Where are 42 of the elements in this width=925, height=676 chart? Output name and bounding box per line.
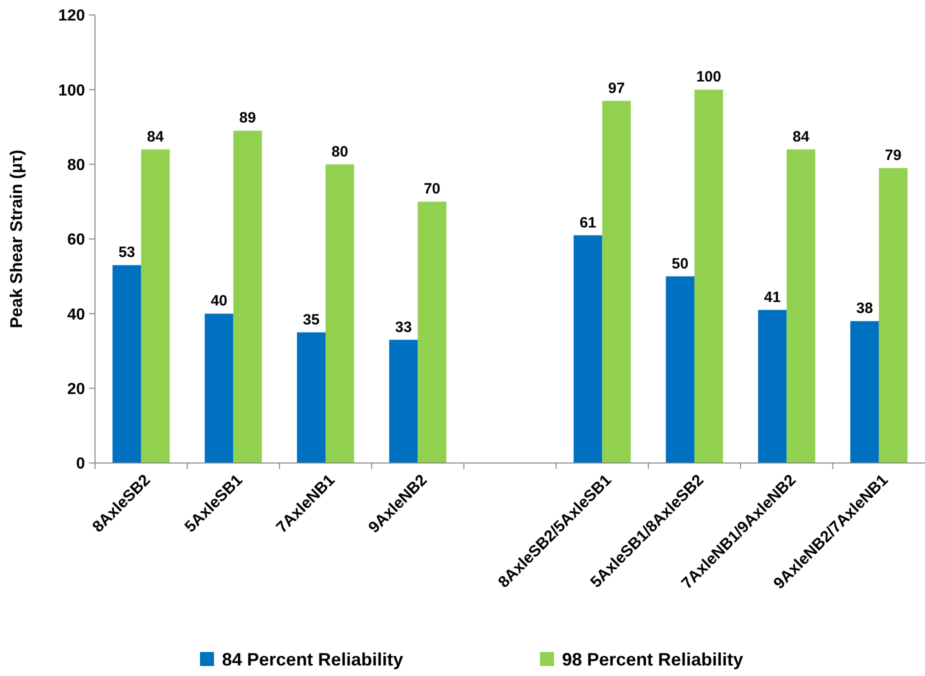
bar <box>204 314 234 463</box>
data-label: 84 <box>147 128 164 146</box>
y-tick-label: 40 <box>67 306 86 324</box>
bar <box>574 235 602 463</box>
data-label: 70 <box>424 180 440 198</box>
bar <box>786 149 816 463</box>
bar <box>296 332 326 463</box>
y-tick-label: 60 <box>67 232 86 249</box>
data-label: 33 <box>395 318 412 336</box>
y-tick-label: 80 <box>67 156 86 174</box>
bar <box>758 310 787 463</box>
bar <box>694 90 724 463</box>
bar <box>878 168 908 463</box>
bar <box>326 164 354 463</box>
data-label: 89 <box>239 110 256 127</box>
y-tick-label: 100 <box>58 82 86 100</box>
y-tick-label: 0 <box>76 456 86 473</box>
data-label: 38 <box>856 300 873 318</box>
legend-label: 98 Percent Reliability <box>562 649 744 670</box>
bar <box>389 340 418 463</box>
data-label: 84 <box>792 128 810 146</box>
data-label: 97 <box>608 80 625 97</box>
bar <box>233 130 262 463</box>
data-label: 80 <box>332 143 348 160</box>
bar <box>418 202 446 463</box>
y-axis-title: Peak Shear Strain (μτ) <box>7 150 26 328</box>
bar <box>112 265 142 463</box>
data-label: 100 <box>696 68 722 86</box>
bar <box>602 100 631 463</box>
bar <box>666 276 694 463</box>
bar <box>141 149 170 463</box>
data-label: 35 <box>302 311 320 328</box>
data-label: 79 <box>884 147 902 164</box>
data-label: 61 <box>580 214 596 232</box>
y-tick-label: 20 <box>67 380 86 398</box>
legend-label: 84 Percent Reliability <box>222 649 404 670</box>
data-label: 53 <box>118 244 136 262</box>
data-label: 50 <box>672 255 688 272</box>
data-label: 41 <box>764 288 781 306</box>
y-tick-label: 120 <box>58 8 86 25</box>
data-label: 40 <box>210 292 228 310</box>
bar <box>850 321 879 463</box>
